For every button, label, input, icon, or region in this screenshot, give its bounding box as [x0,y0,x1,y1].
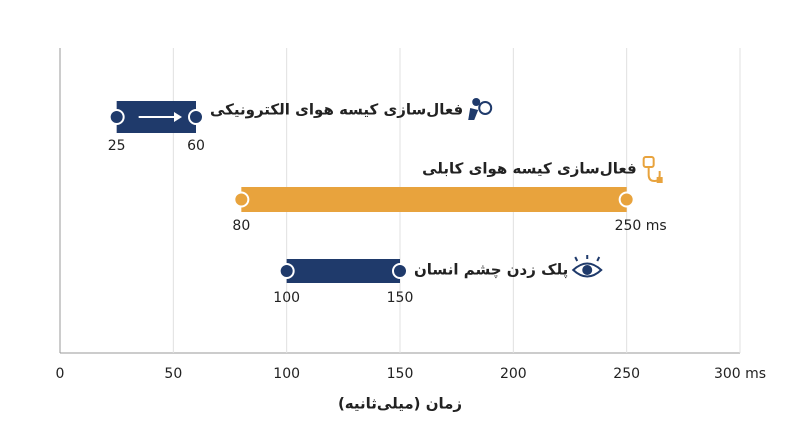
icon-part [472,98,481,106]
x-tick-label: 50 [164,366,182,382]
x-axis-title: زمان (میلی‌ثانیه) [338,395,462,413]
range-end [618,191,635,208]
value-label: 25 [108,138,126,154]
icon-part [642,156,655,168]
value-label: 60 [187,138,205,154]
value-label: 250 ms [615,218,667,234]
icon-part [468,108,479,120]
value-label: 150 [387,290,414,306]
range-end [108,109,125,125]
range-end [233,191,250,208]
x-tick-label: 300 ms [714,366,766,382]
value-label: 80 [232,218,250,234]
x-tick-label: 0 [56,366,65,382]
range-end [188,109,204,125]
series-icon [642,156,663,183]
icon-part [574,255,601,262]
icon-part [582,265,593,275]
range-end [392,263,408,279]
value-label: 100 [273,290,300,306]
x-tick-label: 100 [273,366,300,382]
series-icon [571,255,603,278]
range-end [278,263,295,279]
bar-arrow-head [174,112,182,122]
series-label: پلک زدن چشم انسان [414,261,568,280]
x-tick-label: 150 [387,366,414,382]
x-tick-label: 250 [613,366,640,382]
icon-part [656,177,663,183]
range-bar [241,187,627,212]
series-label: فعال‌سازی کیسه هوای کابلی [422,160,637,178]
x-tick-label: 200 [500,366,527,382]
range-bar [286,259,400,283]
series-icon [468,98,493,120]
icon-part [478,101,493,115]
icon-part [571,262,603,278]
series-label: فعال‌سازی کیسه هوای الکترونیکی [210,101,463,119]
